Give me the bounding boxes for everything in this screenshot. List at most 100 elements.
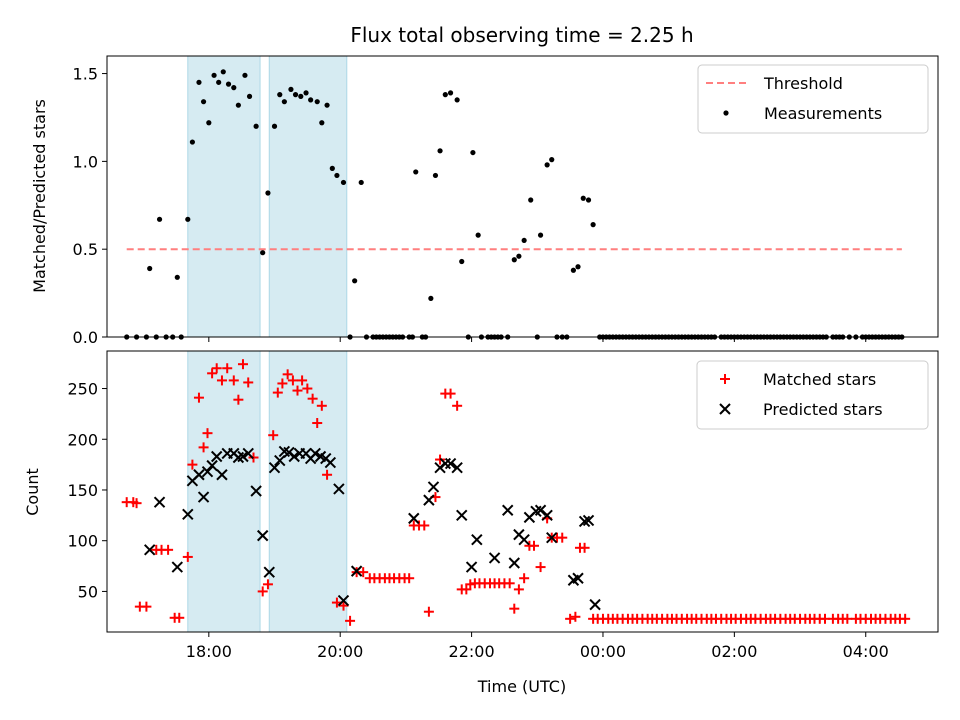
matched-star-point — [287, 375, 298, 386]
matched-star-point — [211, 363, 222, 374]
top-y-tick-label: 0.5 — [73, 240, 98, 259]
measurement-point — [358, 179, 364, 186]
predicted-star-point — [171, 561, 183, 573]
matched-star-point — [557, 532, 568, 543]
measurement-point — [303, 90, 309, 96]
top-x-ticks — [208, 337, 867, 342]
matched-star-point — [228, 375, 239, 386]
measurement-point — [281, 99, 287, 105]
bottom-axes-frame — [106, 350, 939, 633]
measurement-point — [308, 97, 314, 103]
measurement-point — [185, 216, 191, 222]
measurement-point — [447, 90, 454, 96]
measurement-point — [211, 72, 217, 78]
bottom-y-ticks: 50 100 150 200 250 — [67, 380, 107, 601]
predicted-star-point — [274, 454, 286, 467]
bot-y-tick-label: 100 — [67, 532, 98, 551]
top-shaded-spans — [187, 55, 348, 338]
predicted-star-point — [444, 457, 457, 470]
measurement-point — [196, 79, 202, 85]
predicted-star-point — [337, 594, 350, 607]
predicted-star-point — [333, 483, 345, 495]
matched-star-point — [198, 442, 209, 453]
matched-star-point — [193, 392, 204, 403]
predicted-star-point — [350, 565, 363, 577]
bottom-legend: Matched stars Predicted stars — [696, 360, 929, 430]
predicted-star-point — [250, 485, 262, 497]
bot-y-tick-label: 150 — [67, 481, 98, 500]
matched-star-point — [312, 418, 323, 429]
matched-star-point — [268, 430, 279, 441]
matched-star-point — [237, 359, 248, 370]
measurement-point — [340, 179, 347, 186]
measurement-point — [437, 148, 443, 154]
matched-star-point — [322, 469, 333, 480]
measurement-point — [544, 162, 550, 168]
matched-star-point — [202, 428, 213, 439]
predicted-star-point — [589, 598, 601, 611]
measurement-point — [319, 120, 325, 126]
matched-star-point — [282, 369, 293, 380]
matched-star-point — [174, 612, 185, 623]
measurement-point — [352, 278, 358, 284]
measurement-point — [511, 257, 517, 263]
matched-star-point — [216, 375, 227, 386]
measurement-point — [147, 265, 153, 272]
predicted-star-point — [546, 531, 558, 544]
measurement-point — [206, 120, 212, 126]
measurement-point — [334, 172, 340, 179]
figure-title: Flux total observing time = 2.25 h — [350, 23, 693, 47]
predicted-star-point — [201, 466, 214, 478]
measurement-point — [413, 169, 419, 175]
predicted-star-point — [288, 450, 300, 463]
predicted-star-point — [423, 494, 435, 506]
predicted-star-point — [256, 529, 269, 542]
measurement-point — [454, 97, 460, 103]
bottom-legend-label: Matched stars — [763, 370, 876, 389]
predicted-star-point — [268, 461, 281, 474]
top-y-tick-label: 0.0 — [73, 328, 98, 347]
measurement-point — [570, 267, 577, 273]
x-tick-label: 02:00 — [711, 642, 757, 661]
predicted-star-point — [578, 515, 591, 528]
matched-star-point — [842, 613, 853, 624]
predicted-star-point — [456, 509, 468, 522]
matched-star-point — [445, 388, 456, 399]
matched-star-point — [565, 613, 576, 624]
predicted-star-point — [488, 552, 501, 564]
matched-star-point — [358, 567, 369, 578]
measurement-point — [288, 86, 294, 92]
predicted-star-point — [193, 469, 205, 481]
matched-star-point — [233, 394, 244, 405]
matched-star-point — [207, 368, 218, 379]
measurement-point — [156, 216, 163, 222]
matched-star-point — [528, 540, 539, 551]
predicted-star-point — [216, 469, 228, 481]
measurement-point — [277, 92, 283, 98]
measurement-point — [575, 264, 581, 270]
matched-star-point — [504, 578, 515, 589]
predicted-star-point — [237, 450, 249, 463]
matched-star-points — [121, 359, 911, 626]
predicted-star-point — [465, 561, 478, 573]
measurement-point — [475, 232, 481, 238]
bottom-legend-frame — [696, 360, 929, 430]
top-legend-label: Measurements — [764, 104, 882, 123]
predicted-star-point — [143, 544, 156, 556]
matched-star-point — [535, 562, 546, 573]
bottom-legend-marker — [720, 374, 730, 384]
measurement-point — [549, 157, 555, 163]
predicted-star-point — [541, 509, 553, 522]
matched-star-point — [277, 378, 288, 389]
top-panel-ratio: 0.0 0.5 1.0 1.5 Matched/Predicted stars Thr… — [30, 55, 939, 347]
matched-star-point — [404, 573, 415, 584]
matched-star-point — [182, 551, 193, 562]
predicted-star-point — [471, 533, 483, 546]
x-tick-label: 18:00 — [186, 642, 232, 661]
predicted-star-point — [572, 572, 584, 584]
predicted-star-point — [182, 508, 194, 521]
matched-star-point — [461, 584, 472, 595]
top-axes-frame — [106, 55, 939, 338]
top-y-ticks: 0.0 0.5 1.0 1.5 — [73, 65, 107, 347]
matched-star-point — [513, 584, 524, 595]
